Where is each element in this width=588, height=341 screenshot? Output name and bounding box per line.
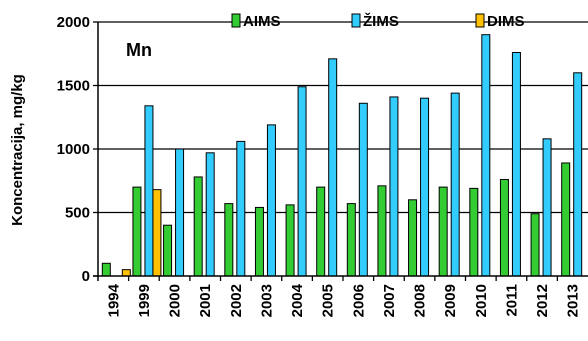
x-tick-label: 2002 [228, 284, 245, 317]
bar-ims-2011 [511, 51, 521, 277]
bar-aims-2011 [499, 178, 509, 277]
x-tick-label: 2000 [167, 284, 184, 317]
x-tick-label: 2010 [473, 284, 490, 317]
bars [101, 34, 583, 277]
bar-aims-1994 [101, 262, 111, 277]
bar-ims-2005 [328, 58, 338, 277]
x-tick-label: 2001 [197, 284, 214, 317]
bar-ims-2001 [205, 152, 215, 277]
bar-aims-2007 [377, 185, 387, 277]
bar-aims-2006 [346, 203, 356, 277]
y-tick-label: 500 [65, 205, 90, 222]
bar-aims-2001 [193, 176, 203, 277]
bar-aims-2013 [561, 162, 571, 277]
bar-dims-1999 [152, 189, 162, 277]
x-tick-label: 2006 [350, 284, 367, 317]
bar-ims-2012 [542, 138, 552, 277]
bar-aims-2009 [438, 186, 448, 277]
bar-ims-2010 [481, 34, 491, 277]
legend-swatch [231, 13, 241, 28]
x-tick-label: 2012 [534, 284, 551, 317]
element-annotation: Mn [126, 40, 152, 60]
x-tick-label: 2008 [412, 284, 429, 317]
bar-ims-2009 [450, 92, 460, 277]
x-tick-label: 1994 [105, 283, 122, 317]
legend-label: AIMS [243, 13, 281, 30]
bar-ims-2013 [573, 72, 583, 277]
legend-label: DIMS [487, 13, 525, 30]
legend-swatch [475, 13, 485, 28]
x-tick-label: 2011 [503, 284, 520, 317]
x-tick-label: 2004 [289, 283, 306, 317]
bar-aims-2005 [316, 186, 326, 277]
y-tick-label: 1000 [57, 141, 90, 158]
y-tick-label: 0 [82, 268, 90, 285]
bar-aims-2008 [408, 199, 418, 277]
bar-dims-1994 [121, 269, 131, 277]
bar-aims-2010 [469, 187, 479, 277]
legend-swatch [351, 13, 361, 28]
bar-ims-2006 [358, 102, 368, 277]
bar-aims-2000 [163, 224, 173, 277]
legend: AIMS ŽIMS DIMS [231, 12, 525, 30]
bar-aims-2012 [530, 213, 540, 277]
bar-aims-2002 [224, 203, 234, 277]
x-tick-label: 2007 [381, 284, 398, 317]
bar-aims-1999 [132, 186, 142, 277]
bar-aims-2004 [285, 204, 295, 277]
bar-ims-1999 [144, 105, 154, 277]
x-tick-label: 2005 [320, 284, 337, 317]
bar-ims-2003 [266, 124, 276, 277]
bar-ims-2008 [420, 97, 430, 277]
bar-aims-2003 [254, 206, 264, 277]
y-tick-label: 1500 [57, 78, 90, 95]
x-tick-label: 2009 [442, 284, 459, 317]
x-tick-label: 1999 [136, 284, 153, 317]
bar-ims-2004 [297, 86, 307, 277]
bar-ims-2002 [236, 140, 246, 277]
x-tick-label: 2013 [565, 284, 582, 317]
y-tick-labels: 0 500 1000 1500 2000 [57, 14, 90, 285]
bar-ims-2000 [175, 148, 185, 277]
x-tick-labels: 1994 1999 2000 2001 2002 2003 2004 2005 2006 2007… [105, 276, 582, 317]
axes [93, 22, 588, 281]
x-tick-label: 2003 [258, 284, 275, 317]
y-axis-label: Koncentracija, mg/kg [9, 74, 26, 226]
y-tick-label: 2000 [57, 14, 90, 31]
legend-label: ŽIMS [363, 12, 399, 30]
bar-ims-2007 [389, 96, 399, 277]
